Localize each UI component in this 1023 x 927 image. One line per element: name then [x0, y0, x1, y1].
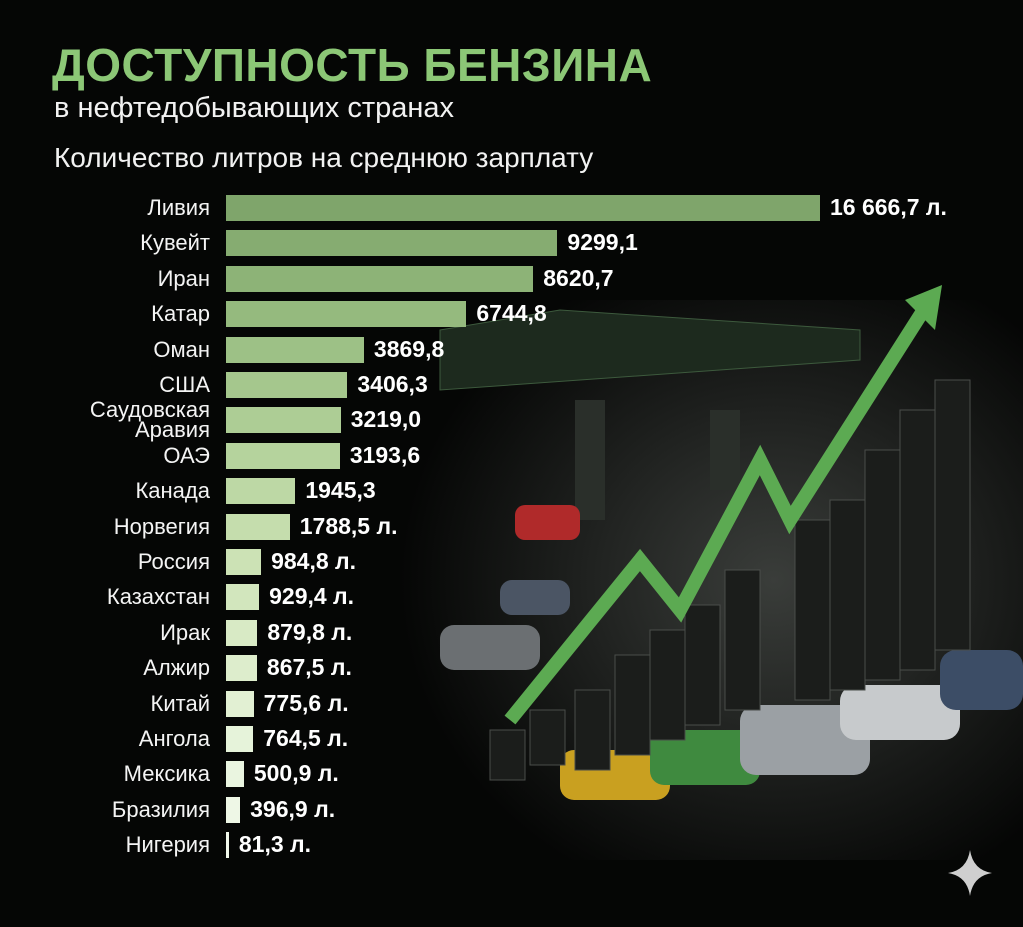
- category-label: Оман: [153, 336, 210, 362]
- pump: [710, 410, 740, 490]
- value-label: 775,6 л.: [263, 689, 349, 716]
- bar: [226, 584, 260, 611]
- value-label: 929,4 л.: [269, 583, 355, 610]
- car: [500, 580, 570, 615]
- bar: [226, 336, 364, 363]
- value-label: 879,8 л.: [267, 618, 353, 645]
- value-label: 3219,0: [350, 406, 422, 433]
- bar: [226, 265, 534, 292]
- bar: [226, 655, 257, 682]
- bar: [226, 195, 820, 221]
- car: [515, 505, 580, 540]
- value-label: 764,5 л.: [263, 725, 349, 751]
- value-label: 1945,3: [305, 477, 376, 504]
- value-label: 8620,7: [543, 264, 614, 291]
- category-label: Катар: [151, 301, 210, 327]
- category-label: Канада: [135, 478, 210, 504]
- trend-arrow: [504, 296, 936, 725]
- category-label: Мексика: [123, 761, 210, 787]
- value-label: 984,8 л.: [271, 548, 357, 574]
- category-label: США: [159, 372, 210, 397]
- value-label: 1788,5 л.: [299, 512, 398, 539]
- value-label: 867,5 л.: [266, 654, 352, 681]
- bar: [226, 619, 258, 646]
- value-label: 16 666,7 л.: [830, 194, 947, 220]
- value-label: 3193,6: [349, 441, 421, 468]
- station-roof: [439, 309, 861, 391]
- bar: [226, 796, 241, 823]
- car: [650, 730, 760, 785]
- category-label: ОАЭ: [163, 442, 210, 468]
- category-label: Бразилия: [111, 796, 210, 822]
- bar: [226, 407, 341, 434]
- bar: [226, 372, 348, 398]
- bar: [226, 726, 254, 752]
- category-label: Иран: [157, 265, 210, 291]
- value-label: 500,9 л.: [253, 760, 339, 787]
- car: [840, 685, 960, 740]
- value-label: 81,3 л.: [238, 831, 312, 858]
- car: [940, 650, 1023, 710]
- category-label: Россия: [137, 549, 210, 574]
- category-label: Саудовская Аравия: [89, 397, 210, 443]
- bar: [226, 442, 340, 469]
- value-label: 6744,8: [476, 300, 547, 327]
- category-label: Казахстан: [106, 584, 210, 610]
- bar: [226, 513, 290, 540]
- category-label: Норвегия: [113, 513, 210, 539]
- category-label: Ирак: [160, 619, 210, 645]
- barrels: [489, 379, 971, 781]
- category-label: Китай: [150, 690, 210, 716]
- category-label: Ливия: [147, 195, 210, 220]
- bar: [226, 230, 558, 257]
- category-label: Кувейт: [140, 230, 210, 256]
- chart-subtitle: в нефтедобывающих странах: [54, 92, 455, 124]
- bar: [226, 761, 244, 788]
- pump: [575, 400, 605, 520]
- sparkle-icon: [948, 850, 992, 896]
- value-label: 9299,1: [567, 229, 638, 256]
- value-label: 3869,8: [373, 335, 445, 362]
- category-label: Нигерия: [125, 832, 210, 858]
- car: [440, 625, 540, 670]
- value-axis-label: Количество литров на среднюю зарплату: [54, 142, 594, 173]
- bar: [226, 690, 254, 717]
- bar: [226, 301, 467, 328]
- arrow-head: [905, 285, 942, 330]
- category-label: Алжир: [143, 655, 210, 681]
- bar: [226, 832, 229, 859]
- category-label: Ангола: [138, 726, 210, 751]
- chart-title: ДОСТУПНОСТЬ БЕНЗИНА: [52, 39, 653, 91]
- value-label: 396,9 л.: [250, 795, 336, 822]
- car: [740, 705, 870, 775]
- bar: [226, 549, 262, 575]
- value-label: 3406,3: [357, 371, 428, 397]
- bar: [226, 478, 296, 505]
